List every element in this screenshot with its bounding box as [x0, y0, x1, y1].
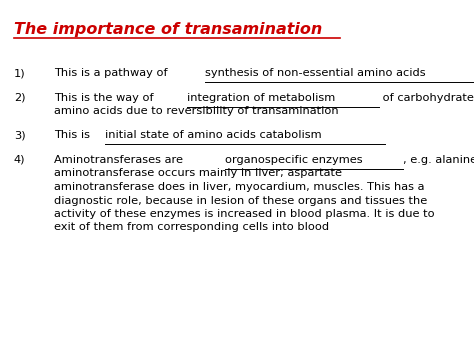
Text: The importance of transamination: The importance of transamination	[14, 22, 322, 37]
Text: aminotransferase occurs mainly in liver; aspartate: aminotransferase occurs mainly in liver;…	[54, 169, 342, 179]
Text: This is the way of: This is the way of	[54, 93, 157, 103]
Text: Aminotransferases are: Aminotransferases are	[54, 155, 187, 165]
Text: 2): 2)	[14, 93, 26, 103]
Text: , e.g. alanine: , e.g. alanine	[403, 155, 474, 165]
Text: This is a pathway of: This is a pathway of	[54, 68, 171, 78]
Text: synthesis of non-essential amino acids: synthesis of non-essential amino acids	[205, 68, 426, 78]
Text: integration of metabolism: integration of metabolism	[187, 93, 336, 103]
Text: 3): 3)	[14, 130, 26, 140]
Text: initial state of amino acids catabolism: initial state of amino acids catabolism	[105, 130, 322, 140]
Text: 4): 4)	[14, 155, 26, 165]
Text: exit of them from corresponding cells into blood: exit of them from corresponding cells in…	[54, 223, 329, 233]
Text: amino acids due to reversibility of transamination: amino acids due to reversibility of tran…	[54, 106, 338, 116]
Text: This is: This is	[54, 130, 94, 140]
Text: aminotransferase does in liver, myocardium, muscles. This has a: aminotransferase does in liver, myocardi…	[54, 182, 425, 192]
Text: activity of these enzymes is increased in blood plasma. It is due to: activity of these enzymes is increased i…	[54, 209, 435, 219]
Text: organospecific enzymes: organospecific enzymes	[225, 155, 363, 165]
Text: of carbohydrates and: of carbohydrates and	[379, 93, 474, 103]
Text: diagnostic role, because in lesion of these organs and tissues the: diagnostic role, because in lesion of th…	[54, 196, 427, 206]
Text: 1): 1)	[14, 68, 26, 78]
